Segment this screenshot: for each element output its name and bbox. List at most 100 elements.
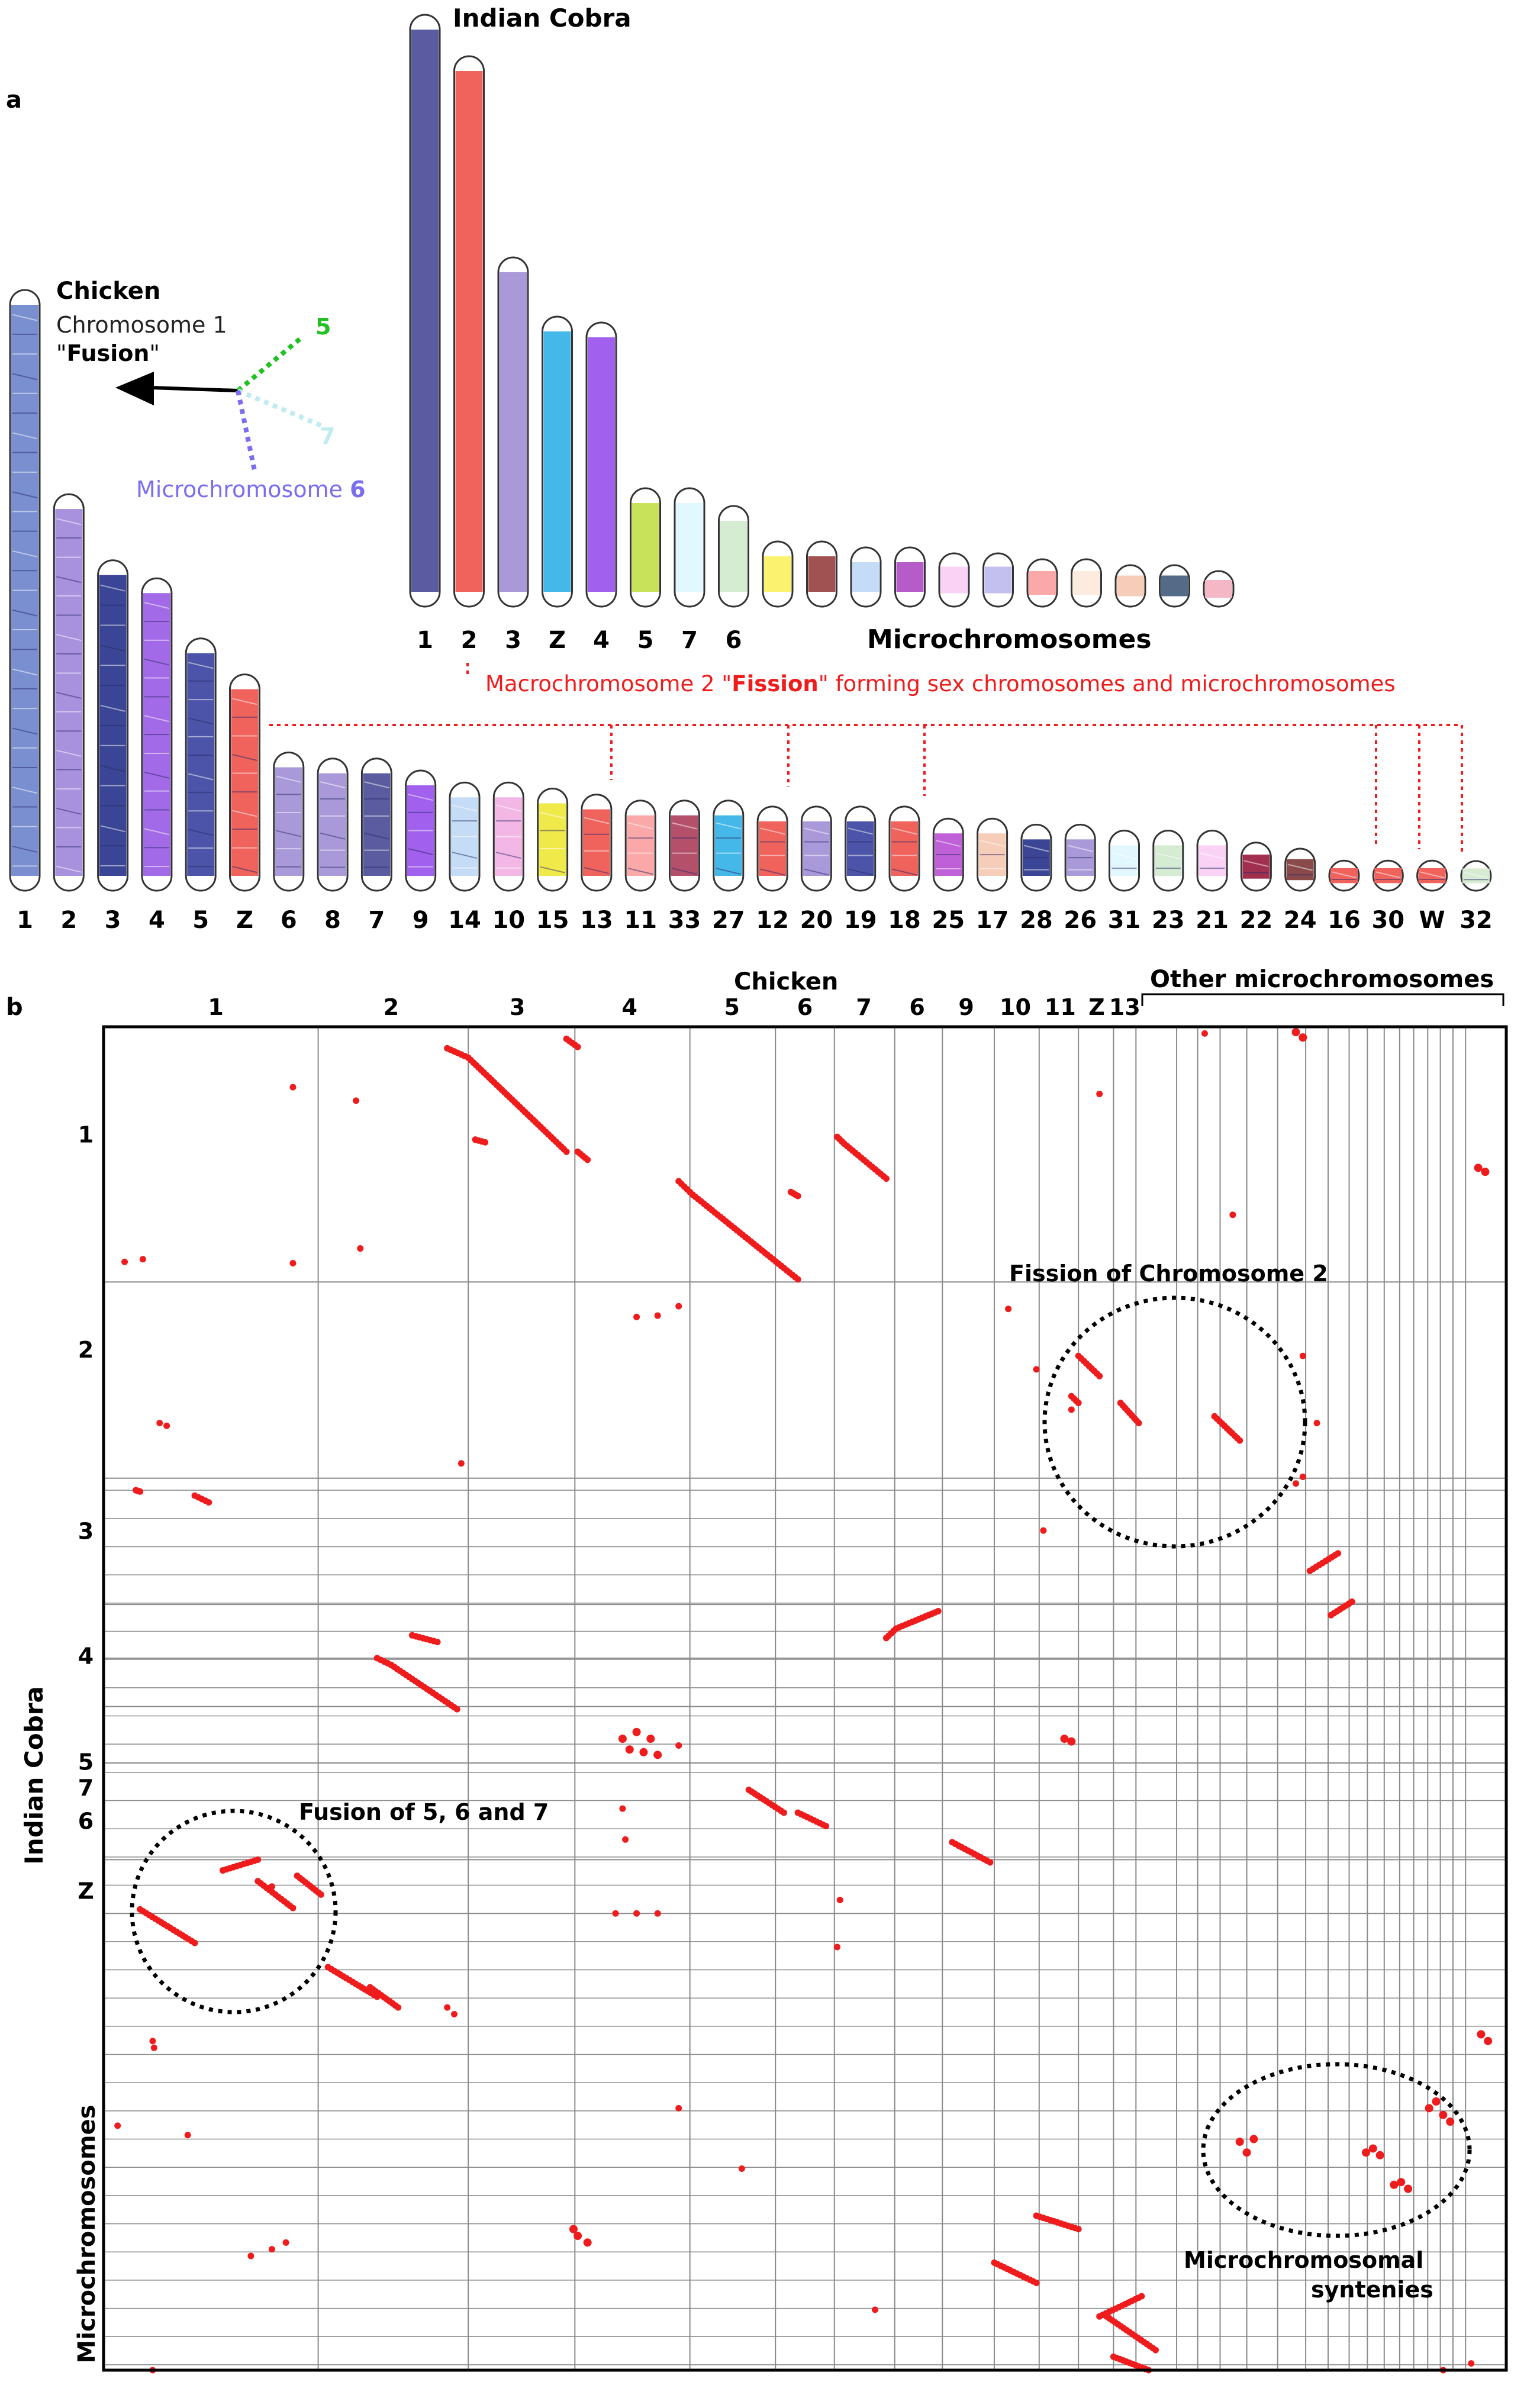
chicken-chrom-6 [273,752,305,892]
chicken-chrom-12 [756,805,788,892]
annotation-fusion: Fusion of 5, 6 and 7 [299,1799,549,1825]
fission-text: Macrochromosome 2 "Fission" forming sex … [485,671,1396,697]
synteny-point [654,1312,661,1319]
fusion-label-5: 5 [315,314,331,340]
x-tick-label: 11 [1045,994,1076,1020]
x-tick-label: 4 [622,994,637,1020]
synteny-point [1040,1527,1047,1534]
chicken-chrom-label: 26 [1064,907,1097,934]
chicken-chrom-label: 4 [149,907,165,934]
synteny-cluster-dot [1484,2036,1493,2045]
synteny-dot [584,1156,591,1163]
x-tick-label: 5 [724,994,740,1020]
synteny-point [633,1910,640,1917]
fusion-arrow-shaft [150,386,239,392]
synteny-point [121,1258,128,1265]
synteny-point [156,1420,163,1427]
synteny-cluster-dot [1375,2151,1384,2159]
y-tick-label: 5 [78,1749,94,1775]
fusion-line-6 [236,390,257,471]
synteny-point [1299,1473,1306,1480]
synteny-point [738,2165,745,2172]
synteny-cluster-dot [1242,2148,1251,2157]
chicken-chrom-label: 12 [756,907,789,934]
synteny-cluster-dot [1446,2117,1455,2126]
chicken-chrom-13 [581,794,613,892]
synteny-point [872,2306,878,2313]
synteny-dot [388,1661,395,1668]
annotation-micro-2: syntenies [1311,2277,1433,2303]
x-tick-label: 1 [208,994,223,1020]
chicken-chrom-5 [185,637,217,892]
chicken-chrom-label: 27 [712,907,745,934]
cobra-chrom-label: 3 [505,627,521,654]
fusion-line2: "Fusion" [56,340,160,366]
synteny-dot [289,1904,297,1912]
annotation-fission: Fission of Chromosome 2 [1009,1261,1328,1287]
synteny-point [675,1742,682,1749]
synteny-point [834,1943,841,1951]
synteny-point [612,1910,619,1917]
synteny-cluster-dot [1481,1168,1490,1177]
cobra-chrom-micro-18 [1203,570,1235,608]
synteny-dot [395,2004,402,2011]
synteny-point [149,2038,156,2045]
synteny-point [184,2132,191,2139]
cobra-chrom-micro-15 [1071,558,1102,608]
synteny-cluster-dot [618,1735,627,1743]
chicken-chromosomes: 1 2 3 4 5 Z 6 8 7 9 14 10 15 13 11 33 27 12 20 19 18 25 17 28 26… [9,289,1493,934]
chicken-chrom-27 [713,800,745,892]
y-tick-label: 2 [78,1337,94,1363]
x-axis-title: Chicken [734,968,838,995]
chicken-chrom-label: 22 [1240,907,1273,934]
cobra-chrom-micro-17 [1159,564,1190,608]
cobra-chrom-label: 5 [637,627,654,654]
synteny-point [268,1883,275,1890]
fission-ellipse [1042,1295,1307,1549]
synteny-cluster-dot [574,2232,582,2240]
synteny-cluster-dot [1425,2104,1433,2113]
synteny-cluster-dot [1404,2184,1413,2193]
synteny-cluster-dot [1291,1028,1300,1037]
chicken-chrom-22 [1240,842,1272,892]
x-tick-label: 2 [384,994,399,1020]
synteny-dot [882,1175,890,1182]
other-micro-bracket [1141,993,1504,1006]
chicken-chrom-16 [1328,859,1360,892]
fission-dotted-lines [269,663,1463,852]
chicken-chrom-17 [977,817,1009,892]
chicken-chrom-label: 32 [1460,907,1493,934]
synteny-point [444,2004,451,2011]
chicken-chrom-label: 6 [281,907,297,934]
synteny-point [654,1910,661,1917]
synteny-dot [823,1823,830,1830]
fusion-label-7: 7 [320,423,335,449]
synteny-dot [465,1054,472,1061]
cobra-chrom-label: 1 [417,627,433,654]
y-tick-label: 7 [78,1775,94,1801]
synteny-cluster-dot [1368,2144,1377,2153]
annotation-micro-1: Microchromosomal [1184,2247,1423,2273]
synteny-point [619,1805,626,1812]
cobra-chrom-2 [453,55,485,608]
synteny-point [675,1303,682,1310]
synteny-point [633,1313,640,1320]
chicken-chrom-label: 7 [368,907,385,934]
synteny-cluster-dot [646,1735,655,1743]
fusion-line1: Chromosome 1 [56,312,227,338]
chicken-chrom-8 [317,758,349,892]
micro-6-label: Microchromosome 6 [136,476,366,502]
synteny-cluster-dot [1299,1033,1307,1042]
synteny-point [268,2246,275,2253]
synteny-point [139,1256,146,1263]
synteny-point [163,1422,170,1429]
chicken-chrom-18 [888,805,920,892]
synteny-cluster-dot [1067,1737,1076,1746]
chicken-chrom-23 [1152,830,1184,892]
chicken-chrom-label: 13 [580,907,613,934]
chicken-chrom-label: 25 [932,907,965,934]
synteny-cluster-dot [1362,2148,1370,2157]
chicken-chrom-20 [800,805,832,892]
chicken-chrom-label: Z [236,907,253,934]
